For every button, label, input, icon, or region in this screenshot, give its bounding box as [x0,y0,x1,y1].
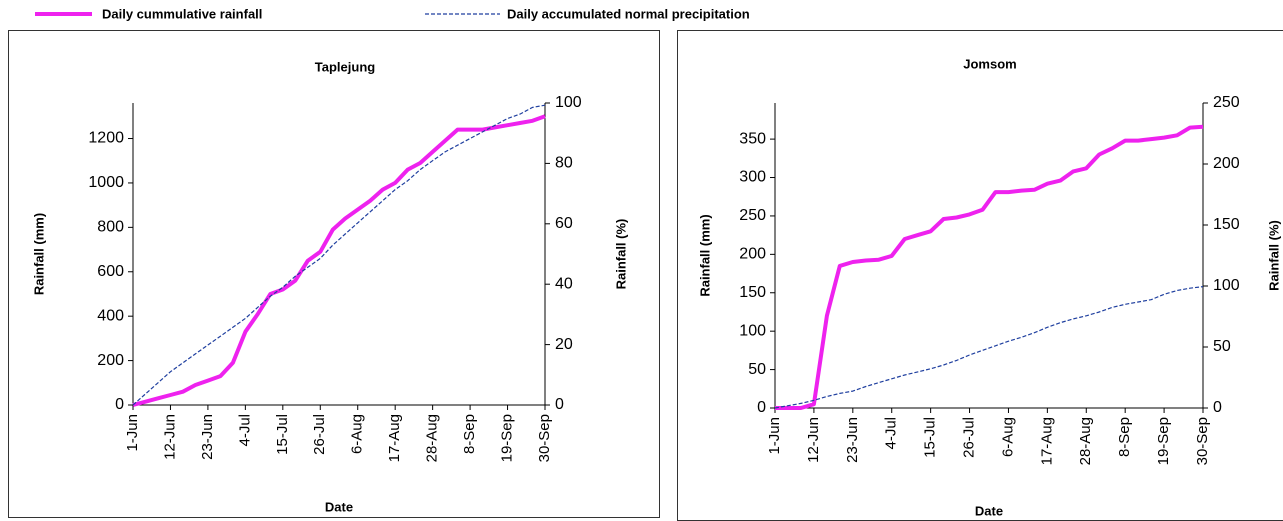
y2-tick-label: 50 [1213,338,1231,355]
y2-tick-label: 60 [555,215,573,232]
x-tick-label: 19-Sep [499,414,516,462]
x-tick-label: 30-Sep [536,414,553,462]
series-line [775,124,1204,410]
y-tick-label: 250 [739,207,766,224]
series-line [132,114,546,407]
x-tick-label: 4-Jul [883,417,900,450]
y-tick-label: 600 [97,263,124,280]
y-tick-label: 200 [97,352,124,369]
x-tick-label: 28-Aug [1077,417,1094,465]
x-axis-title: Date [325,499,353,514]
legend-label: Daily accumulated normal precipitation [507,6,750,21]
y-axis-title: Rainfall (mm) [31,213,46,295]
x-tick-label: 8-Sep [1116,417,1133,457]
x-tick-label: 12-Jun [805,417,822,463]
x-tick-label: 26-Jul [961,417,978,458]
y-tick-label: 400 [97,307,124,324]
y2-tick-label: 150 [1213,216,1240,233]
y2-tick-label: 250 [1213,94,1240,111]
y-tick-label: 100 [739,322,766,339]
x-tick-label: 6-Aug [349,414,366,454]
chart-title: Taplejung [315,59,375,74]
y2-tick-label: 100 [555,94,582,111]
y2-tick-label: 0 [555,396,564,413]
y2-axis-title: Rainfall (%) [613,219,628,290]
x-tick-label: 12-Jun [161,414,178,460]
x-tick-label: 30-Sep [1194,417,1211,465]
x-tick-label: 26-Jul [311,414,328,455]
y-tick-label: 1000 [88,174,124,191]
series-line [132,104,546,406]
x-tick-label: 19-Sep [1155,417,1172,465]
y2-tick-label: 0 [1213,399,1222,416]
y-axis-title: Rainfall (mm) [697,214,712,296]
panel-frame [8,30,660,518]
x-tick-label: 1-Jun [766,417,783,455]
x-tick-label: 4-Jul [236,414,253,447]
y-tick-label: 0 [757,399,766,416]
series-line [774,286,1204,409]
y2-tick-label: 40 [555,275,573,292]
x-tick-label: 6-Aug [999,417,1016,457]
x-tick-label: 28-Aug [424,414,441,462]
x-axis-title: Date [975,503,1003,518]
x-tick-label: 17-Aug [1038,417,1055,465]
legend-label: Daily cummulative rainfall [102,6,262,21]
y-tick-label: 1200 [88,130,124,147]
y2-axis-title: Rainfall (%) [1266,220,1281,291]
y-tick-label: 50 [748,361,766,378]
x-tick-label: 23-Jun [199,414,216,460]
y-tick-label: 350 [739,130,766,147]
y2-tick-label: 200 [1213,155,1240,172]
y-tick-label: 150 [739,284,766,301]
x-tick-label: 15-Jul [274,414,291,455]
chart-title: Jomsom [963,56,1016,71]
x-tick-label: 17-Aug [386,414,403,462]
x-tick-label: 1-Jun [124,414,141,452]
y-tick-label: 200 [739,246,766,263]
x-tick-label: 23-Jun [844,417,861,463]
y-tick-label: 800 [97,219,124,236]
y2-tick-label: 20 [555,336,573,353]
y-tick-label: 0 [115,396,124,413]
y-tick-label: 300 [739,169,766,186]
x-tick-label: 8-Sep [461,414,478,454]
y2-tick-label: 80 [555,155,573,172]
x-tick-label: 15-Jul [922,417,939,458]
y2-tick-label: 100 [1213,277,1240,294]
